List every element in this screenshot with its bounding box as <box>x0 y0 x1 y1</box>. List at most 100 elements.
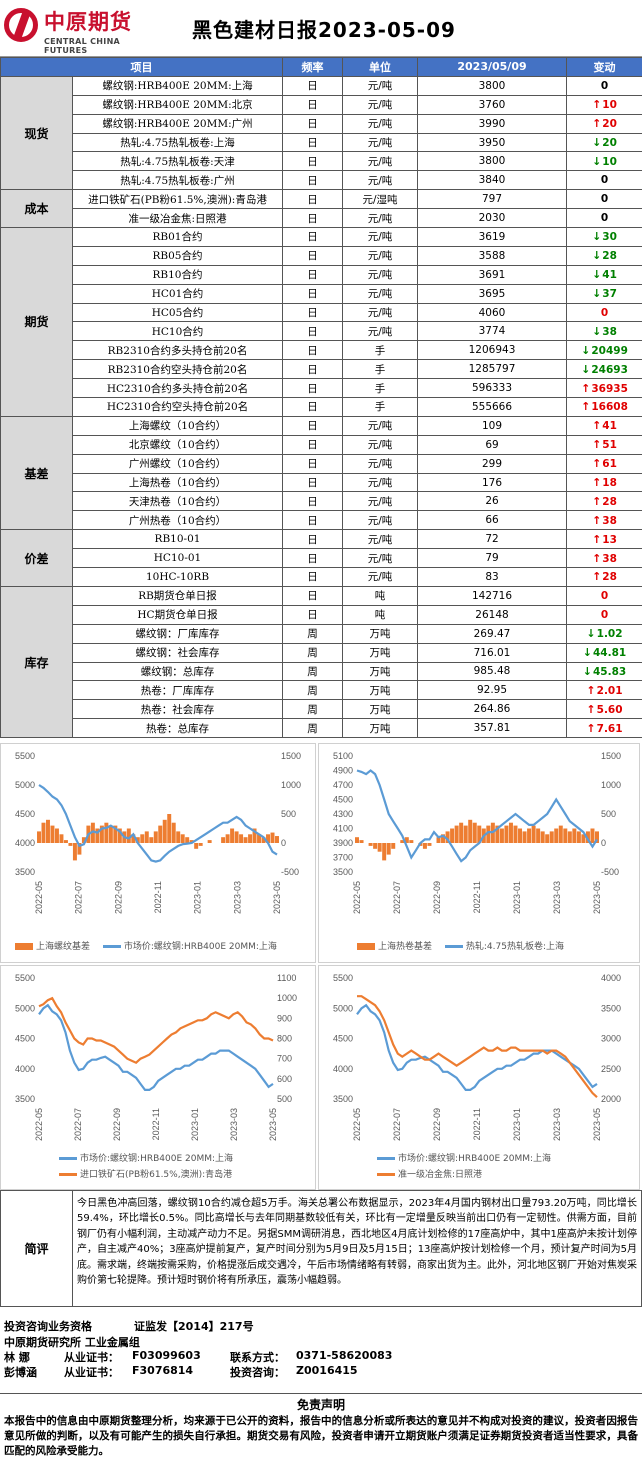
change-cell: 0 <box>566 604 642 625</box>
freq-cell: 日 <box>282 208 343 229</box>
arrow-down-icon: ↓ <box>581 362 591 376</box>
unit-cell: 元/吨 <box>342 170 418 191</box>
item-cell: 进口铁矿石(PB粉61.5%,澳洲):青岛港 <box>72 189 283 210</box>
col-header-unit: 单位 <box>342 57 418 77</box>
value-cell: 985.48 <box>417 661 567 682</box>
unit-cell: 元/吨 <box>342 434 418 455</box>
legend-label: 上海热卷基差 <box>378 942 433 952</box>
basis-bar <box>221 837 226 843</box>
freq-cell: 日 <box>282 321 343 342</box>
arrow-up-icon: ↑ <box>592 117 602 131</box>
unit-cell: 元/吨 <box>342 321 418 342</box>
change-cell: ↓45.83 <box>566 661 642 682</box>
y-left-tick-label: 4000 <box>15 838 35 848</box>
y-right-tick-label: 3000 <box>601 1034 621 1044</box>
basis-bar <box>189 840 194 843</box>
value-cell: 3760 <box>417 94 567 115</box>
arrow-up-icon: ↑ <box>592 98 602 112</box>
institute-name: 中原期货研究所 工业金属组 <box>4 1336 140 1349</box>
basis-bar <box>194 843 199 849</box>
arrow-down-icon: ↓ <box>582 646 592 660</box>
freq-cell: 周 <box>282 718 343 739</box>
basis-bar <box>382 843 387 861</box>
change-cell: 0 <box>566 302 642 323</box>
x-tick-label: 2023-01 <box>193 881 203 914</box>
basis-bar <box>590 828 595 843</box>
freq-cell: 日 <box>282 170 343 191</box>
basis-bar <box>359 840 364 843</box>
logo-name-cn: 中原期货 <box>44 9 132 34</box>
item-cell: 准一级冶金焦:日照港 <box>72 208 283 229</box>
y-right-tick-label: 500 <box>277 1094 292 1104</box>
unit-cell: 万吨 <box>342 718 418 739</box>
unit-cell: 元/吨 <box>342 208 418 229</box>
basis-bar <box>266 834 271 843</box>
basis-bar <box>243 837 248 843</box>
basis-bar <box>108 825 113 843</box>
y-right-tick-label: 600 <box>277 1074 292 1084</box>
basis-bar <box>225 834 230 843</box>
unit-cell: 元/吨 <box>342 245 418 266</box>
change-value: 61 <box>602 458 617 471</box>
legend-bar-swatch <box>357 943 375 950</box>
basis-bar <box>239 834 244 843</box>
change-cell: ↑61 <box>566 453 642 474</box>
x-tick-label: 2023-03 <box>232 881 242 914</box>
basis-bar <box>248 834 253 843</box>
analyst-name: 林 娜 <box>4 1351 30 1364</box>
legend-label: 准一级冶金焦:日照港 <box>398 1170 483 1180</box>
freq-cell: 日 <box>282 585 343 606</box>
item-cell: RB01合约 <box>72 227 283 247</box>
analyst-cert: F03099603 <box>132 1349 201 1362</box>
value-cell: 264.86 <box>417 699 567 720</box>
change-value: 0 <box>600 174 609 187</box>
col-header-freq: 频率 <box>282 57 343 77</box>
item-cell: 上海热卷（10合约） <box>72 472 283 493</box>
y-left-tick-label: 4500 <box>15 809 35 819</box>
x-tick-label: 2023-03 <box>552 881 562 914</box>
basis-bar <box>198 843 203 846</box>
charts-area: 3500 4000 4500 5000 5500 -500 0 500 1000 1500 2022… <box>0 743 642 1190</box>
basis-bar <box>472 822 477 843</box>
legend-line-swatch <box>59 1173 77 1176</box>
analyst-contact: 0371-58620083 <box>296 1349 393 1362</box>
unit-cell: 元/吨 <box>342 529 418 550</box>
y-left-tick-label: 3500 <box>333 867 353 877</box>
value-cell: 26148 <box>417 604 567 625</box>
table-row: 热卷：总库存周万吨 357.81 ↑7.61 <box>1 718 642 739</box>
basis-bar <box>567 831 572 843</box>
arrow-down-icon: ↓ <box>581 343 591 357</box>
y-left-tick-label: 3500 <box>15 1094 35 1104</box>
value-cell: 3691 <box>417 264 567 285</box>
change-value: 45.83 <box>593 665 627 678</box>
arrow-up-icon: ↑ <box>592 513 602 527</box>
basis-bar <box>63 840 68 843</box>
data-table: 项目 频率 单位 2023/05/09 变动 现货 螺纹钢:HRB400E 20M… <box>0 57 642 739</box>
change-value: 5.60 <box>596 703 623 716</box>
item-cell: 热卷：社会库存 <box>72 699 283 720</box>
unit-cell: 手 <box>342 378 418 399</box>
basis-bar <box>153 831 158 843</box>
x-tick-label: 2023-01 <box>190 1108 200 1141</box>
change-cell: ↑28 <box>566 567 642 587</box>
item-cell: 热轧:4.75热轧板卷:上海 <box>72 132 283 153</box>
basis-bar <box>436 837 441 843</box>
value-cell: 269.47 <box>417 623 567 644</box>
y-left-tick-label: 4900 <box>333 766 353 776</box>
arrow-up-icon: ↑ <box>592 419 602 433</box>
table-row: 热轧:4.75热轧板卷:广州日元/吨 3840 0 <box>1 170 642 191</box>
change-cell: 0 <box>566 170 642 191</box>
freq-cell: 日 <box>282 75 343 96</box>
chart-rebar-iron-ore: 3500 4000 4500 5000 5500 500 600 700 800 900 1000 1… <box>0 965 316 1190</box>
qualification-value: 证监发【2014】217号 <box>134 1320 254 1333</box>
change-cell: ↓38 <box>566 321 642 342</box>
y-right-tick-label: 1500 <box>601 751 621 761</box>
x-tick-label: 2022-09 <box>432 1108 442 1141</box>
unit-cell: 万吨 <box>342 661 418 682</box>
change-value: 28 <box>602 571 617 584</box>
y-right-tick-label: 500 <box>601 809 616 819</box>
qualification-row: 投资咨询业务资格 证监发【2014】217号 <box>4 1318 640 1334</box>
item-cell: 螺纹钢：总库存 <box>72 661 283 682</box>
value-cell: 1285797 <box>417 359 567 380</box>
change-value: 51 <box>602 439 617 452</box>
